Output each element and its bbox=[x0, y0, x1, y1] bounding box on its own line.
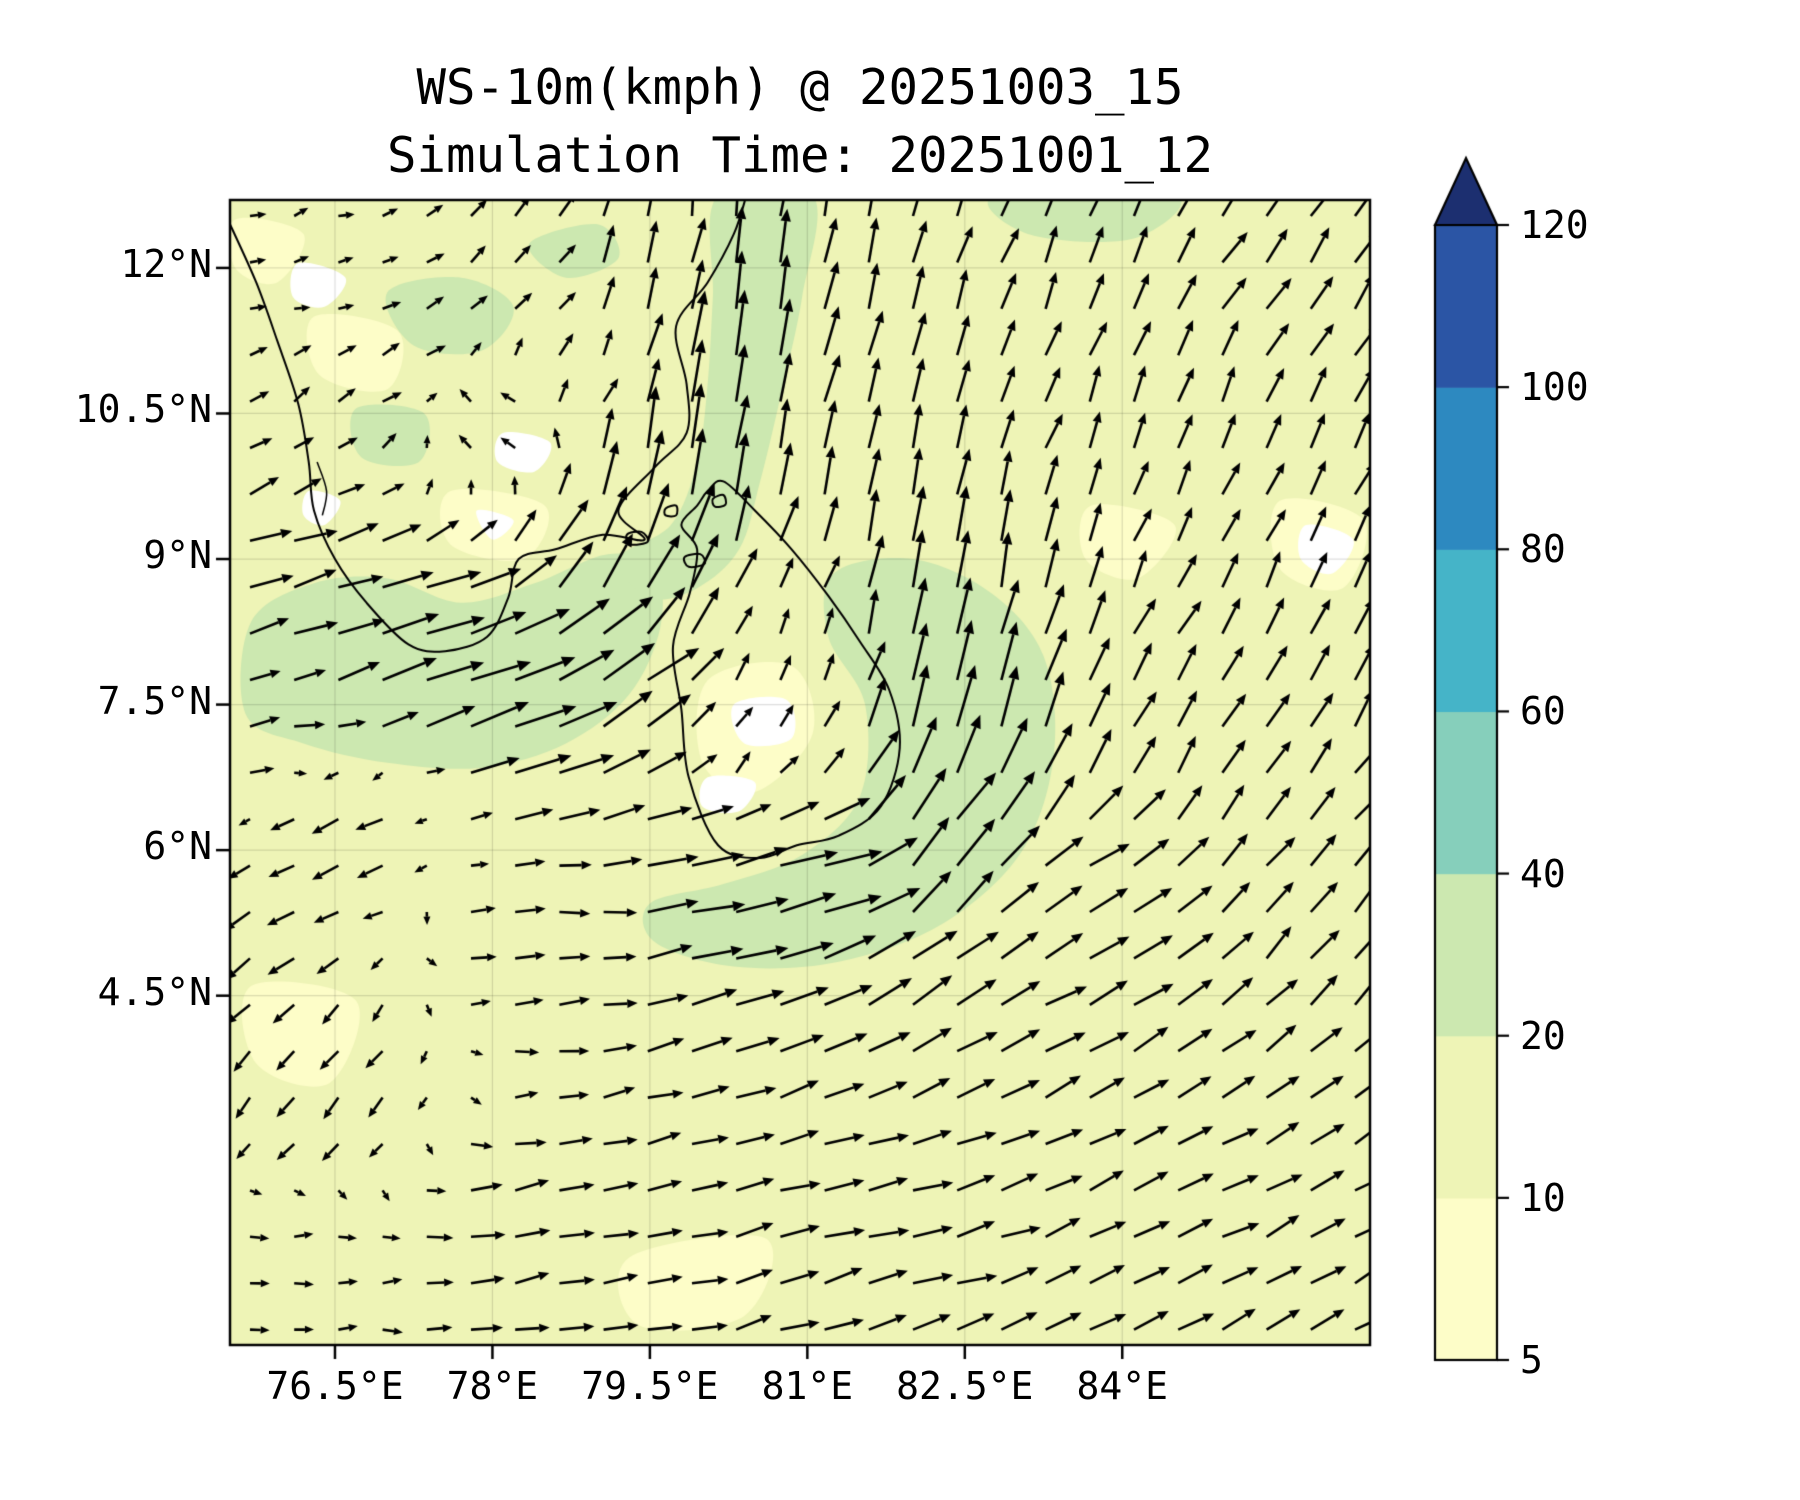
x-tick-label: 79.5°E bbox=[581, 1364, 719, 1408]
x-tick-label: 81°E bbox=[761, 1364, 854, 1408]
colorbar-tick-label: 100 bbox=[1520, 365, 1589, 410]
y-tick-label: 4.5°N bbox=[97, 969, 212, 1014]
y-tick-label: 12°N bbox=[120, 241, 212, 286]
chart-title: WS-10m(kmph) @ 20251003_15 bbox=[416, 59, 1184, 116]
y-tick-label: 6°N bbox=[143, 824, 212, 869]
colorbar-tick-label: 60 bbox=[1520, 689, 1566, 734]
colorbar-tick-label: 120 bbox=[1520, 203, 1589, 247]
x-tick-label: 82.5°E bbox=[896, 1364, 1034, 1408]
x-tick-label: 76.5°E bbox=[266, 1364, 404, 1408]
x-tick-label: 84°E bbox=[1076, 1364, 1169, 1408]
y-tick-label: 7.5°N bbox=[97, 678, 212, 723]
colorbar-tick-label: 5 bbox=[1520, 1338, 1543, 1382]
x-tick-label: 78°E bbox=[446, 1364, 539, 1408]
colorbar-tick-label: 80 bbox=[1520, 527, 1566, 572]
colorbar-tick-label: 10 bbox=[1520, 1175, 1566, 1220]
y-tick-label: 9°N bbox=[143, 533, 212, 578]
y-tick-label: 10.5°N bbox=[74, 387, 212, 432]
title-block: WS-10m(kmph) @ 20251003_15 Simulation Ti… bbox=[230, 54, 1370, 189]
colorbar-tick-label: 20 bbox=[1520, 1013, 1566, 1058]
colorbar-tick-label: 40 bbox=[1520, 851, 1566, 896]
chart-subtitle: Simulation Time: 20251001_12 bbox=[386, 126, 1213, 184]
